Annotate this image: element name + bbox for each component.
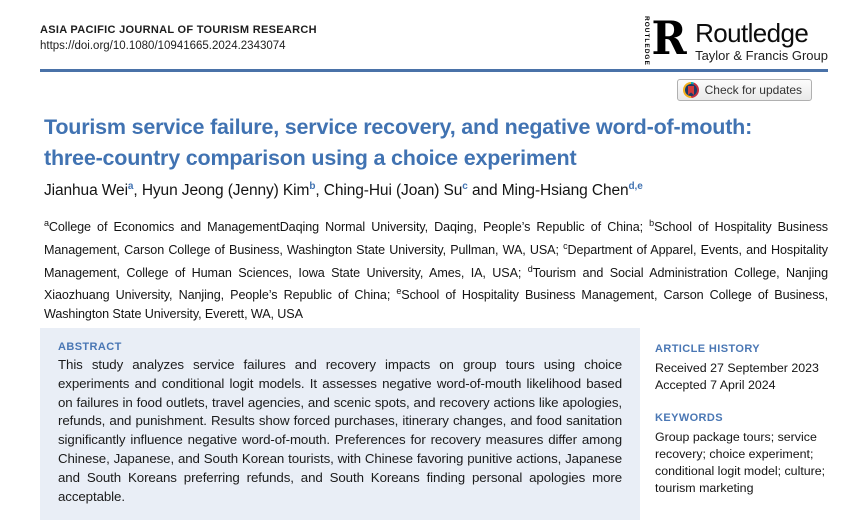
article-title: Tourism service failure, service recover…: [44, 112, 824, 174]
abstract-heading: ABSTRACT: [58, 341, 122, 353]
abstract-text: This study analyzes service failures and…: [58, 357, 622, 504]
abstract-section: ABSTRACT This study analyzes service fai…: [40, 328, 640, 520]
title-line-2: three-country comparison using a choice …: [44, 146, 577, 170]
affiliation-marker: c: [563, 240, 568, 251]
affiliation-text: School of Hospitality Business Managemen…: [44, 288, 828, 322]
authors-line: Jianhua Weia, Hyun Jeong (Jenny) Kimb, C…: [44, 181, 824, 200]
title-line-1: Tourism service failure, service recover…: [44, 115, 753, 139]
routledge-logo: ROUTLEDGE R Routledge Taylor & Francis G…: [642, 11, 828, 66]
author-separator: and: [467, 182, 502, 200]
affiliation-marker: e: [396, 286, 402, 297]
keywords-heading: KEYWORDS: [655, 412, 723, 424]
author-affiliation-marker: d,e: [628, 181, 643, 192]
check-for-updates-button[interactable]: Check for updates: [676, 79, 812, 101]
author-name: Ching-Hui (Joan) Su: [323, 182, 463, 200]
affiliation-text: Tourism and Social Administration Colleg…: [44, 265, 828, 303]
check-for-updates-label: Check for updates: [704, 83, 802, 97]
received-date: Received 27 September 2023: [655, 361, 819, 375]
author-name: Jianhua Wei: [44, 182, 128, 200]
update-row: Check for updates: [676, 79, 812, 101]
crossmark-bookmark-icon: [687, 85, 694, 95]
author-name: Ming-Hsiang Chen: [501, 182, 629, 200]
doi-link[interactable]: https://doi.org/10.1080/10941665.2024.23…: [40, 40, 286, 52]
affiliation-text: College of Economics and ManagementDaqin…: [48, 220, 650, 235]
publisher-name: Routledge: [695, 18, 809, 48]
affiliation-marker: b: [649, 218, 655, 228]
affiliation-marker: a: [44, 218, 49, 228]
accepted-date: Accepted 7 April 2024: [655, 378, 776, 392]
author-affiliation-marker: c: [462, 181, 468, 192]
routledge-wordmark: Routledge Taylor & Francis Group: [695, 14, 828, 63]
keywords-text: Group package tours; service recovery; c…: [655, 430, 826, 495]
routledge-vertical-text: ROUTLEDGE: [642, 16, 650, 66]
article-history-heading: ARTICLE HISTORY: [655, 343, 761, 355]
affiliation-marker: d: [527, 263, 533, 274]
journal-header-block: ASIA PACIFIC JOURNAL OF TOURISM RESEARCH…: [40, 12, 317, 52]
page-header: ASIA PACIFIC JOURNAL OF TOURISM RESEARCH…: [40, 11, 828, 66]
author-name: Hyun Jeong (Jenny) Kim: [141, 182, 310, 200]
author-separator: ,: [133, 182, 142, 200]
affiliations: aCollege of Economics and ManagementDaqi…: [44, 214, 828, 324]
routledge-logo-mark: ROUTLEDGE R: [642, 11, 688, 66]
routledge-r-glyph: R: [651, 11, 687, 65]
author-affiliation-marker: b: [309, 181, 316, 192]
crossmark-icon: [682, 82, 699, 98]
article-meta-column: ARTICLE HISTORY Received 27 September 20…: [655, 341, 840, 497]
journal-name: ASIA PACIFIC JOURNAL OF TOURISM RESEARCH: [40, 24, 317, 36]
header-divider: [40, 69, 828, 72]
author-affiliation-marker: a: [127, 181, 134, 192]
publisher-tagline: Taylor & Francis Group: [695, 48, 828, 63]
author-separator: ,: [315, 182, 324, 200]
affiliation-text: Department of Apparel, Events, and Hospi…: [44, 242, 829, 280]
affiliation-text: School of Hospitality Business Managemen…: [44, 220, 828, 257]
